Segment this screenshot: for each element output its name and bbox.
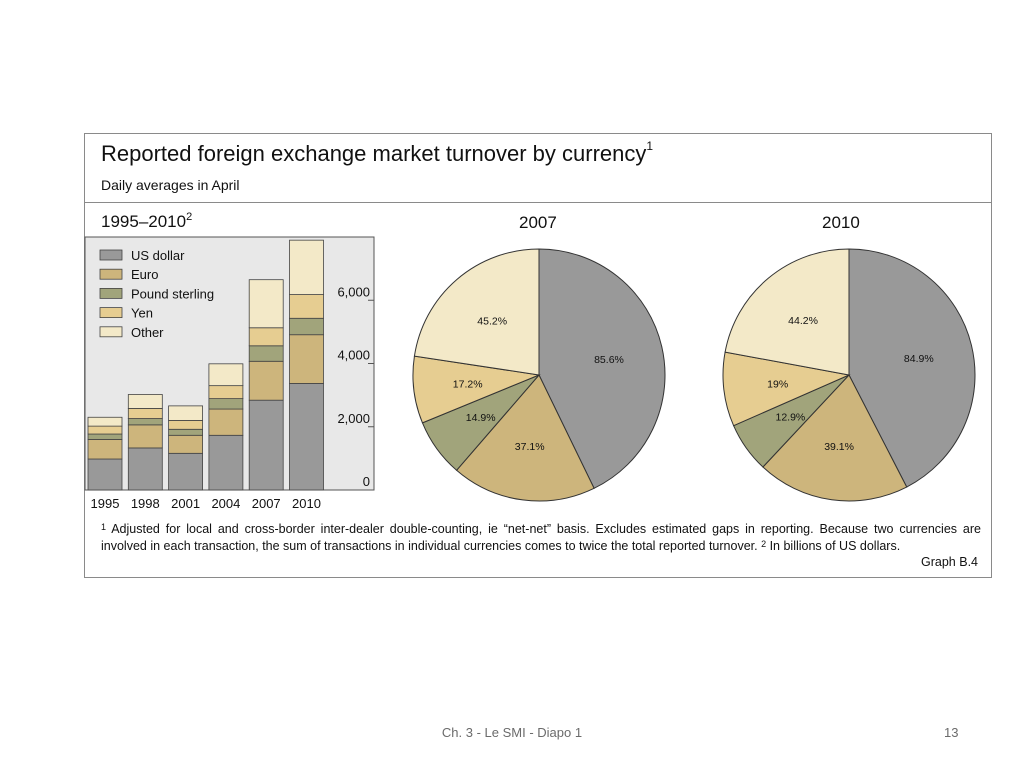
bar-other-1995 [87, 416, 123, 427]
bar-euro-1995 [87, 438, 123, 460]
legend-swatch-yen [99, 307, 123, 318]
slide-number: 13 [944, 725, 959, 740]
footnote: 1 Adjusted for local and cross-border in… [101, 522, 981, 553]
pie-slice-us-dollar [848, 248, 976, 488]
pie-chart-2007: 85.6% 37.1% 14.9% 17.2% 45.2% [412, 248, 666, 502]
x-tick-label: 2007 [252, 496, 281, 511]
legend-label-us-dollar: US dollar [131, 248, 185, 263]
pie-slice-other [413, 248, 540, 376]
bar-us-dollar-2001 [168, 452, 203, 491]
legend-label-other: Other [131, 325, 164, 340]
bar-other-2010 [289, 239, 324, 295]
legend-swatch-pound-sterling [99, 288, 123, 299]
bar-pound-sterling-2004 [208, 398, 244, 410]
bar-us-dollar-2010 [289, 383, 324, 491]
bar-other-1998 [127, 394, 163, 409]
legend-label-yen: Yen [131, 306, 153, 321]
bar-pound-sterling-1995 [87, 433, 123, 440]
bar-other-2004 [208, 363, 244, 387]
pie-value-label-yen: 19% [767, 378, 788, 390]
pie-2010-title: 2010 [822, 213, 860, 232]
bar-euro-2004 [208, 408, 244, 436]
pie-value-label-other: 44.2% [788, 315, 818, 327]
bar-euro-2010 [289, 334, 324, 384]
pie-slice-yen [722, 351, 851, 427]
bar-yen-2004 [208, 385, 244, 400]
x-tick-label: 2004 [211, 496, 240, 511]
legend-swatch-us-dollar [99, 249, 123, 261]
bar-us-dollar-1995 [87, 458, 123, 491]
bar-panel-title: 1995–20102 [101, 211, 193, 231]
pie-value-label-pound-sterling: 12.9% [775, 412, 805, 424]
legend-label-pound-sterling: Pound sterling [131, 286, 214, 301]
bar-yen-1995 [87, 425, 123, 435]
y-tick-label: 2,000 [337, 411, 370, 426]
graph-reference: Graph B.4 [921, 555, 978, 569]
y-tick-label: 0 [363, 474, 370, 489]
pie-slice-other [724, 248, 850, 376]
pie-value-label-us-dollar: 85.6% [594, 354, 624, 366]
bar-other-2001 [168, 405, 203, 421]
legend-swatch-euro [99, 268, 123, 280]
bar-us-dollar-2004 [208, 434, 244, 491]
title-footnote-marker: 1 [646, 139, 654, 153]
pie-chart-2010: 84.9% 39.1% 12.9% 19% 44.2% [722, 248, 976, 502]
pie-value-label-other: 45.2% [477, 316, 507, 328]
bar-yen-2010 [289, 294, 324, 319]
y-tick-label: 6,000 [337, 284, 370, 299]
figure-title: Reported foreign exchange market turnove… [101, 139, 654, 166]
pie-slice-euro [455, 374, 595, 502]
legend-swatch-other [99, 326, 123, 338]
bar-euro-2001 [168, 434, 203, 454]
bar-other-2007 [248, 279, 284, 329]
pie-slice-euro [762, 374, 908, 502]
x-tick-label: 1995 [91, 496, 120, 511]
bar-pound-sterling-2010 [289, 317, 324, 336]
pie-value-label-yen: 17.2% [453, 379, 483, 391]
x-tick-label: 2001 [171, 496, 200, 511]
bar-us-dollar-1998 [127, 447, 163, 491]
legend-label-euro: Euro [131, 267, 158, 282]
bar-yen-2007 [248, 327, 284, 347]
stacked-bar-chart: 1995 1998 2001 2004 2007 2010 0 2,000 4,000 6,000… [84, 236, 375, 511]
bar-pound-sterling-1998 [127, 418, 163, 426]
bar-pound-sterling-2001 [168, 428, 203, 436]
bar-yen-2001 [168, 420, 203, 430]
bar-euro-1998 [127, 424, 163, 449]
y-tick-label: 4,000 [337, 348, 370, 363]
bar-yen-1998 [127, 408, 163, 419]
figure-subtitle: Daily averages in April [101, 177, 240, 193]
header-separator [84, 202, 992, 203]
pie-value-label-pound-sterling: 14.9% [466, 412, 496, 424]
pie-value-label-us-dollar: 84.9% [904, 353, 934, 365]
bar-euro-2007 [248, 360, 284, 401]
pie-2007-title: 2007 [519, 213, 557, 232]
pie-value-label-euro: 39.1% [824, 441, 854, 453]
bar-us-dollar-2007 [248, 399, 284, 491]
bar-pound-sterling-2007 [248, 345, 284, 362]
pie-value-label-euro: 37.1% [515, 441, 545, 453]
x-tick-label: 1998 [131, 496, 160, 511]
x-tick-label: 2010 [292, 496, 321, 511]
pie-slice-us-dollar [538, 248, 666, 489]
slide-footer: Ch. 3 - Le SMI - Diapo 1 [441, 725, 583, 740]
